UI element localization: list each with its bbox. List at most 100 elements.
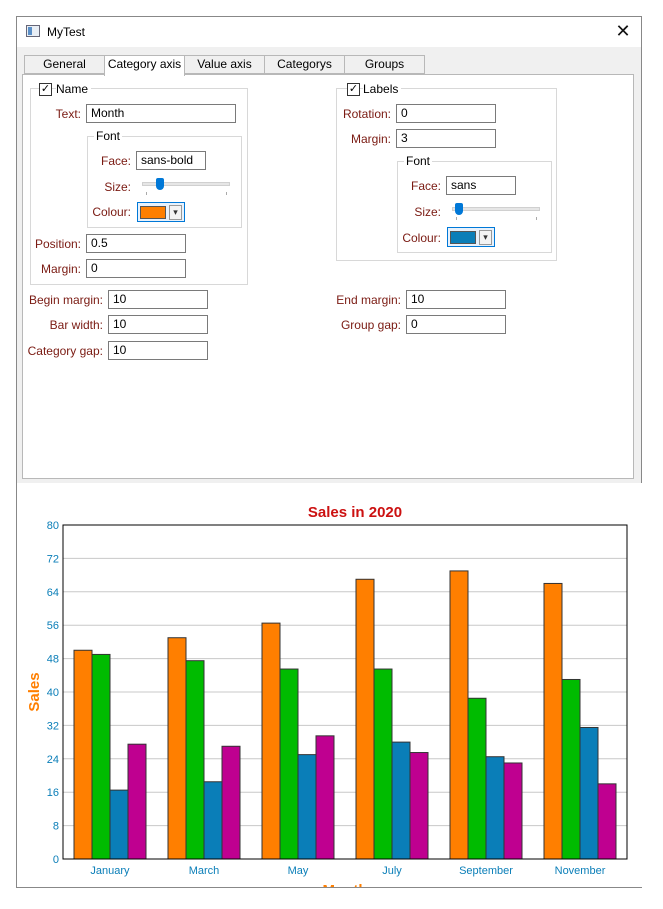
name-face-input[interactable]: sans-bold: [136, 151, 206, 170]
y-tick-label: 64: [47, 587, 59, 599]
app-icon: [26, 25, 40, 37]
category-gap-input[interactable]: 10: [108, 341, 208, 360]
bar: [91, 653, 111, 860]
name-group: [30, 88, 248, 285]
name-face-label: Face:: [100, 154, 131, 168]
bar: [391, 741, 411, 860]
labels-size-slider-track[interactable]: [452, 207, 540, 211]
bar: [373, 668, 393, 860]
labels-font-group: [397, 161, 552, 253]
y-axis-title: Sales: [26, 672, 43, 711]
bar: [467, 697, 487, 860]
bar: [221, 745, 241, 860]
name-size-slider-track[interactable]: [142, 182, 230, 186]
labels-font-label: Font: [404, 154, 433, 168]
chevron-down-icon[interactable]: ▾: [479, 230, 492, 245]
bar-width-label: Bar width:: [49, 318, 103, 332]
bar: [73, 649, 93, 860]
plot-border: [62, 524, 628, 860]
name-text-input[interactable]: Month: [86, 104, 236, 123]
close-icon[interactable]: ✕: [615, 21, 631, 41]
bar: [543, 582, 563, 860]
chart-title: Sales in 2020: [308, 504, 402, 521]
text-label: Text:: [55, 107, 81, 121]
slider-tick: [456, 217, 457, 220]
name-margin-label: Margin:: [40, 262, 81, 276]
x-tick-label: September: [459, 865, 513, 877]
app-window: MyTest ✕ General Category axis Value axi…: [16, 16, 643, 899]
sales-chart: 0 8 16 24 32 40 48 56 64 72 80 January March May July S…: [26, 504, 628, 899]
y-tick-label: 16: [47, 787, 59, 799]
labels-colour-label: Colour:: [402, 231, 441, 245]
slider-tick: [226, 192, 227, 195]
x-axis-title: Month: [323, 882, 368, 887]
group-gap-input[interactable]: 0: [406, 315, 506, 334]
labels-face-label: Face:: [410, 179, 441, 193]
y-tick-label: 48: [47, 654, 59, 666]
colour-swatch: [140, 206, 166, 219]
tab-groups[interactable]: Groups: [344, 55, 425, 74]
x-tick-label: March: [189, 865, 220, 877]
name-checkbox[interactable]: ✓: [39, 83, 52, 96]
labels-colour-picker[interactable]: ▾: [447, 227, 495, 247]
name-size-label: Size:: [104, 180, 131, 194]
bar: [597, 783, 617, 860]
end-margin-label: End margin:: [336, 293, 401, 307]
bar: [203, 781, 223, 860]
tab-general[interactable]: General: [24, 55, 105, 74]
bar: [485, 756, 505, 860]
slider-tick: [536, 217, 537, 220]
end-margin-input[interactable]: 10: [406, 290, 506, 309]
bar: [261, 622, 281, 860]
x-tick-label: November: [555, 865, 606, 877]
y-tick-label: 72: [47, 553, 59, 565]
bar: [579, 726, 599, 860]
y-tick-label: 40: [47, 687, 59, 699]
rotation-label: Rotation:: [342, 107, 391, 121]
tab-categorys[interactable]: Categorys: [264, 55, 345, 74]
begin-margin-input[interactable]: 10: [108, 290, 208, 309]
group-gap-label: Group gap:: [340, 318, 401, 332]
name-margin-input[interactable]: 0: [86, 259, 186, 278]
category-gap-label: Category gap:: [27, 344, 103, 358]
x-tick-label: July: [382, 865, 402, 877]
x-tick-label: May: [288, 865, 309, 877]
y-tick-label: 32: [47, 720, 59, 732]
tab-value-axis[interactable]: Value axis: [184, 55, 265, 74]
labels-checkbox-label: Labels: [363, 82, 402, 96]
bar-width-input[interactable]: 10: [108, 315, 208, 334]
rotation-input[interactable]: 0: [396, 104, 496, 123]
labels-face-input[interactable]: sans: [446, 176, 516, 195]
position-input[interactable]: 0.5: [86, 234, 186, 253]
position-label: Position:: [34, 237, 81, 251]
labels-group: [336, 88, 557, 261]
labels-size-label: Size:: [414, 205, 441, 219]
bar: [355, 578, 375, 860]
labels-margin-input[interactable]: 3: [396, 129, 496, 148]
y-tick-label: 80: [47, 520, 59, 532]
name-font-label: Font: [94, 129, 123, 143]
y-tick-label: 8: [53, 821, 59, 833]
name-size-slider-thumb[interactable]: [155, 178, 164, 190]
name-font-group: [87, 136, 242, 228]
bar: [109, 789, 129, 860]
bar: [561, 678, 581, 860]
labels-margin-label: Margin:: [350, 132, 391, 146]
name-colour-picker[interactable]: ▾: [137, 202, 185, 222]
bar: [127, 743, 147, 860]
name-colour-label: Colour:: [92, 205, 131, 219]
title-bar[interactable]: MyTest ✕: [17, 17, 641, 47]
y-tick-label: 24: [47, 754, 59, 766]
colour-swatch: [450, 231, 476, 244]
bar: [185, 660, 205, 860]
tab-category-axis[interactable]: Category axis: [104, 55, 185, 76]
bar: [409, 752, 429, 860]
labels-size-slider-thumb[interactable]: [455, 203, 464, 215]
y-tick-label: 0: [53, 854, 59, 866]
chart-area: 0 8 16 24 32 40 48 56 64 72 80 January March May July S…: [17, 483, 643, 899]
x-tick-label: January: [90, 865, 130, 877]
chevron-down-icon[interactable]: ▾: [169, 205, 182, 220]
labels-checkbox[interactable]: ✓: [347, 83, 360, 96]
bar: [297, 754, 317, 860]
category-axis-panel: ✓ Name Text: Month Font Face: sans-bold …: [22, 74, 634, 479]
